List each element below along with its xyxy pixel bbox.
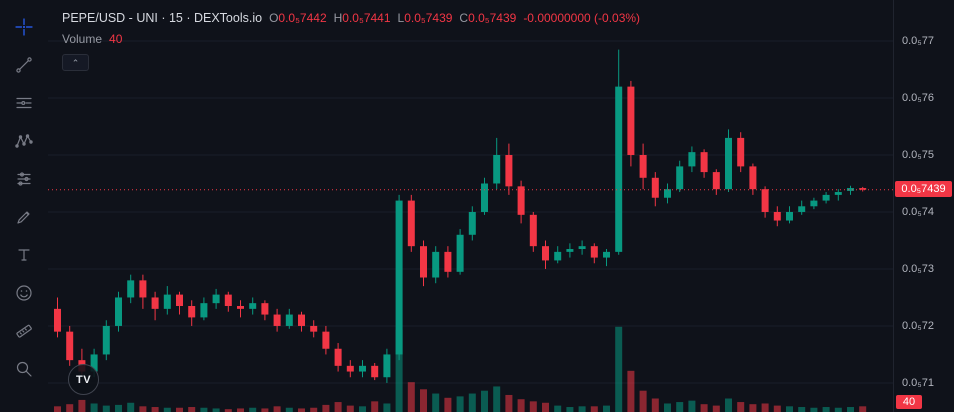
volume-value: 40	[109, 32, 123, 46]
price-axis-label: 0.0₅77	[902, 35, 934, 48]
symbol-title[interactable]: PEPE/USD - UNI · 15 · DEXTools.io	[62, 11, 263, 25]
price-axis-label: 0.0₅76	[902, 92, 934, 104]
tradingview-logo[interactable]: TV	[68, 364, 99, 395]
current-price-tag: 0.0₅7439	[895, 180, 952, 197]
horizontal-line-tool-icon[interactable]	[9, 90, 39, 116]
low-label: L	[397, 11, 405, 25]
trend-line-tool-icon[interactable]	[9, 52, 39, 78]
ruler-tool-icon[interactable]	[9, 318, 39, 344]
chart-pane[interactable]: PEPE/USD - UNI · 15 · DEXTools.io O0.0₅7…	[48, 0, 893, 412]
price-axis-label: 0.0₅75	[902, 148, 934, 161]
prediction-measure-tool-icon[interactable]	[9, 166, 39, 192]
volume-axis-value: 40	[896, 395, 922, 409]
price-axis-label: 0.0₅72	[902, 319, 934, 332]
close-value: 0.0₅7439	[468, 11, 517, 25]
text-tool-icon[interactable]	[9, 242, 39, 268]
high-value: 0.0₅7441	[342, 11, 391, 25]
volume-label: Volume	[62, 32, 103, 46]
collapse-legend-button[interactable]: ⌃	[62, 54, 89, 71]
change-value: -0.00000000 (-0.03%)	[523, 11, 641, 25]
price-axis[interactable]: 0.0₅7439 40 0.0₅77 0.0₅76 0.0₅75 0.0₅74 0.0₅…	[893, 0, 954, 412]
high-label: H	[333, 11, 343, 25]
open-value: 0.0₅7442	[278, 11, 327, 25]
chart-canvas[interactable]	[48, 0, 893, 412]
price-axis-label: 0.0₅73	[902, 262, 934, 275]
price-axis-label: 0.0₅74	[902, 205, 934, 218]
emoji-tool-icon[interactable]	[9, 280, 39, 306]
drawing-toolbar	[0, 0, 48, 412]
price-axis-label: 0.0₅71	[902, 376, 934, 389]
xabcd-pattern-tool-icon[interactable]	[9, 128, 39, 154]
chart-legend: PEPE/USD - UNI · 15 · DEXTools.io O0.0₅7…	[62, 10, 640, 71]
open-label: O	[269, 11, 279, 25]
crosshair-tool-icon[interactable]	[9, 14, 39, 40]
close-label: C	[459, 11, 469, 25]
brush-tool-icon[interactable]	[9, 204, 39, 230]
low-value: 0.0₅7439	[404, 11, 453, 25]
zoom-tool-icon[interactable]	[9, 356, 39, 382]
